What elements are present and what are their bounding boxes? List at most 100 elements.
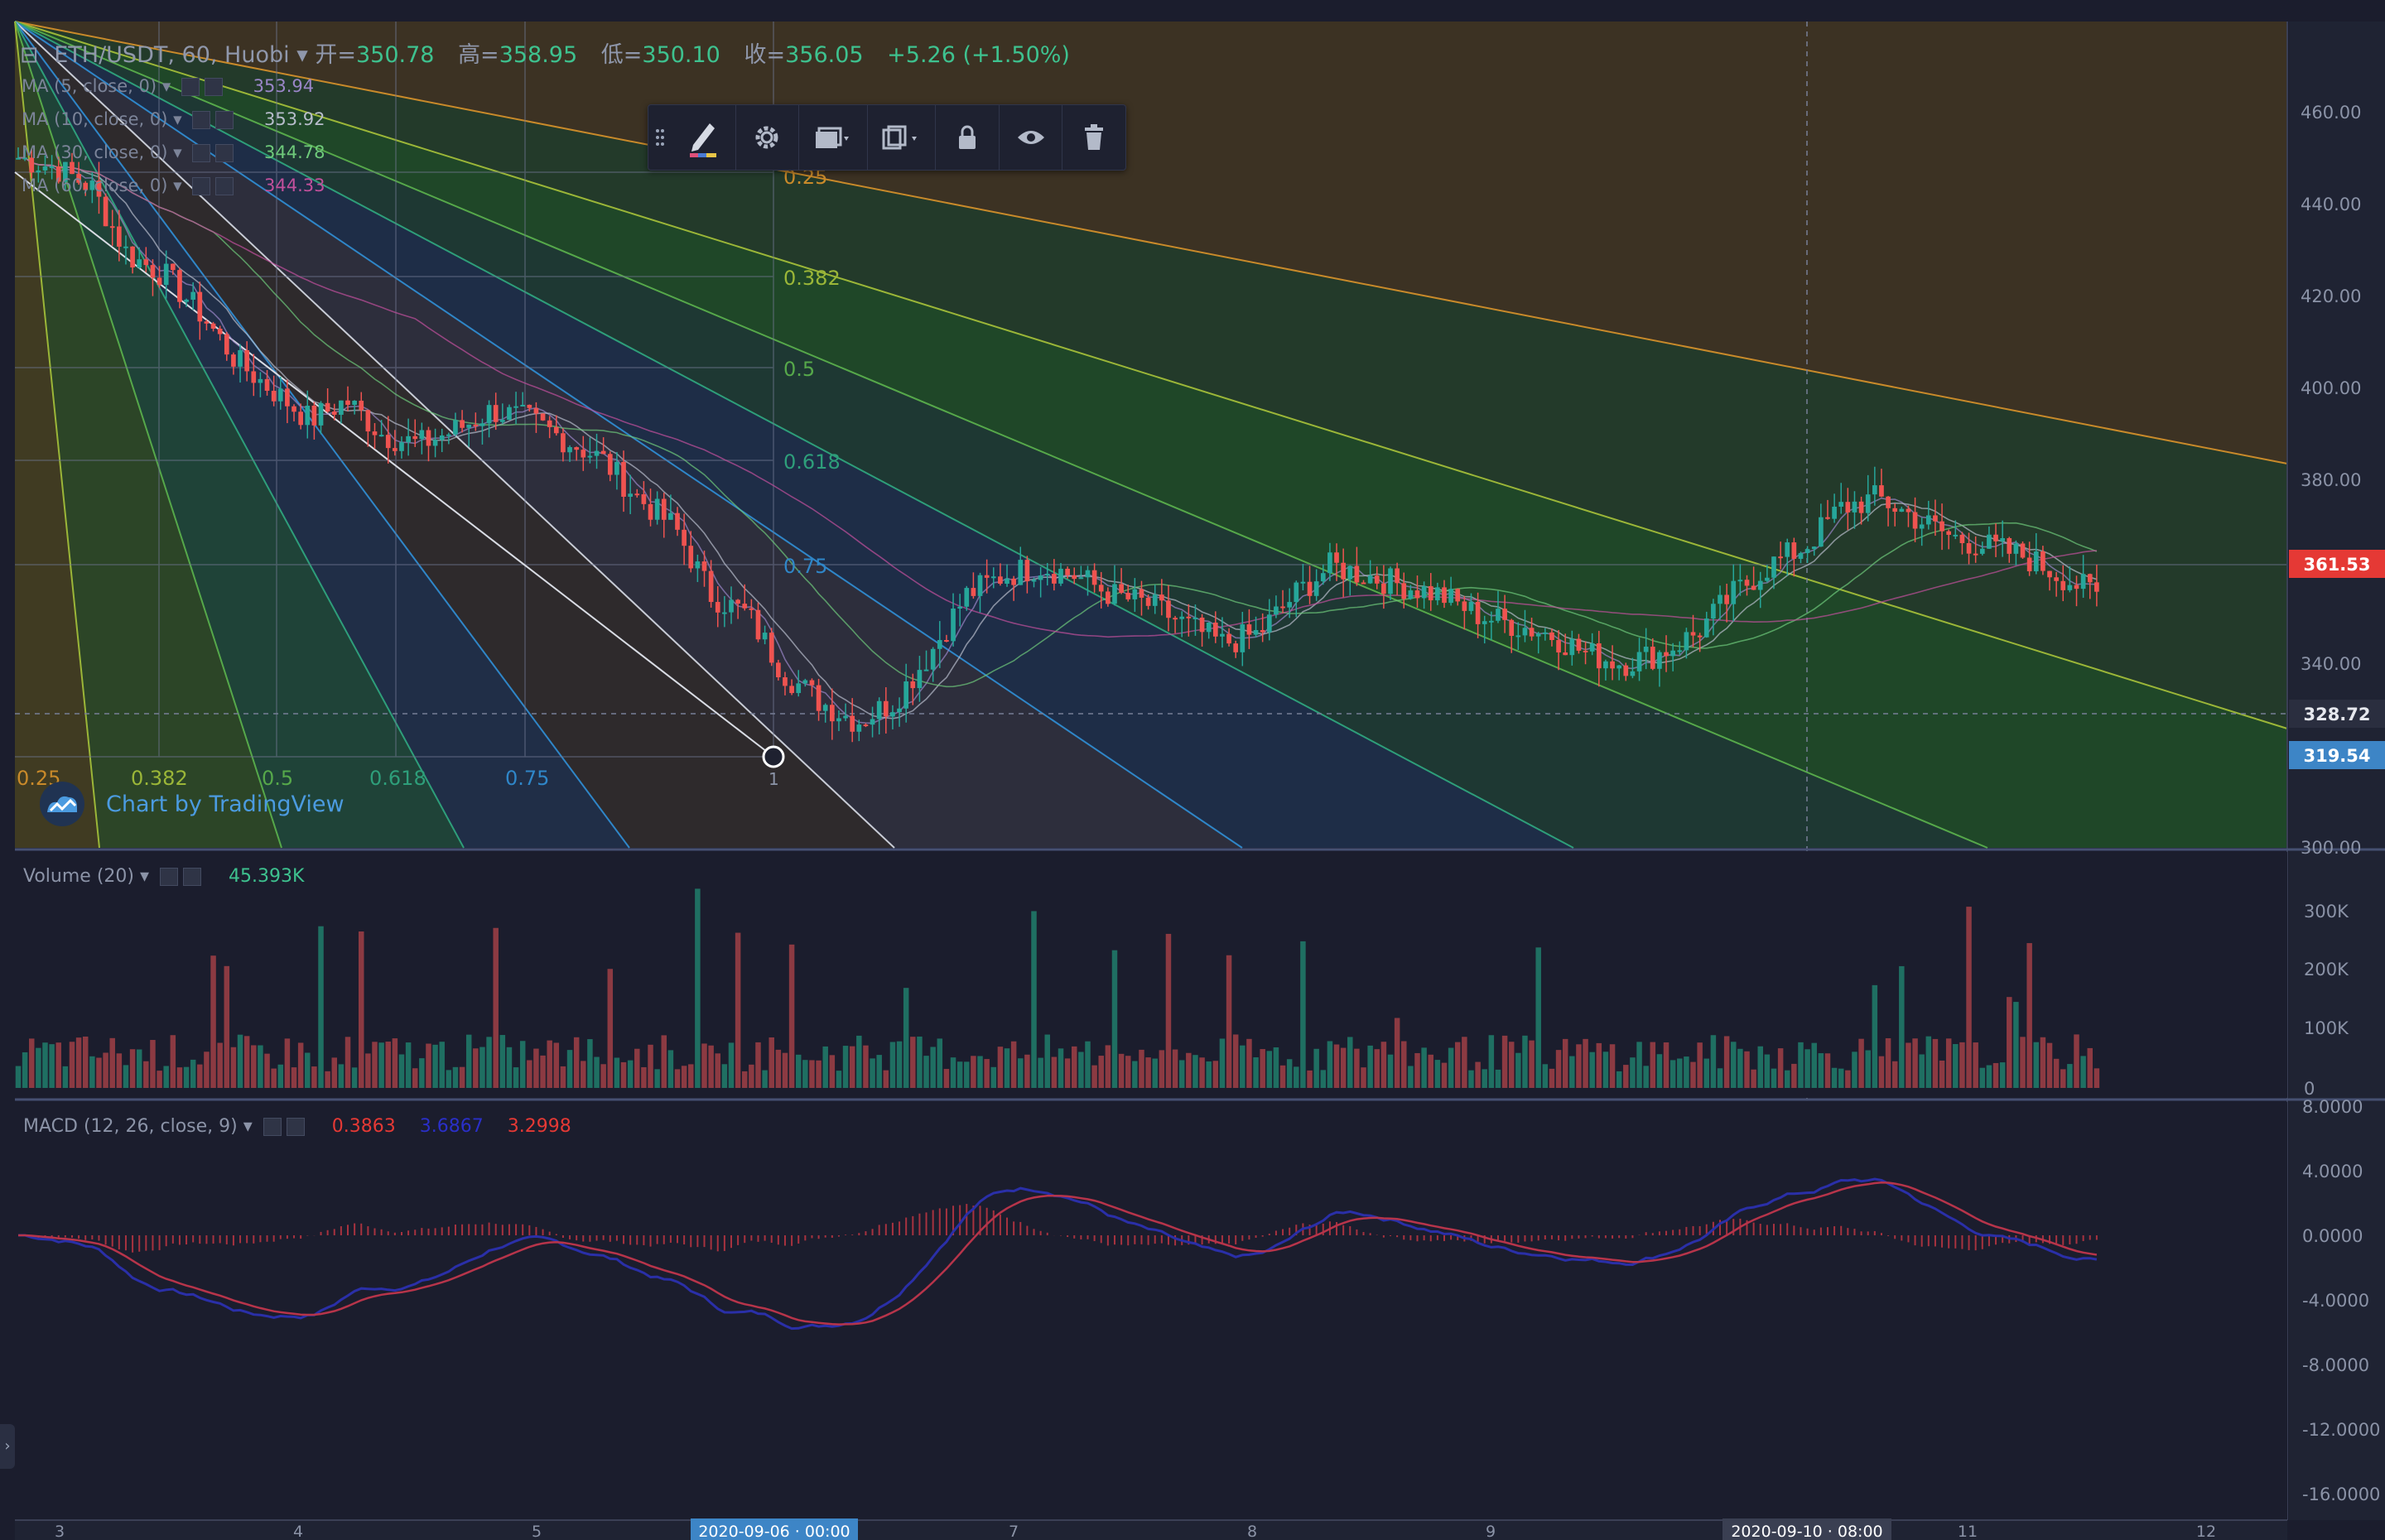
volume-tick: 100K [2304,1018,2349,1038]
price-axis[interactable] [2289,22,2385,1520]
candle [1804,546,1810,563]
chevron-down-icon[interactable]: ▾ [173,109,182,129]
time-axis-ticks: 3 4 5 7 8 9 11 12 [55,1523,2216,1540]
chevron-down-icon[interactable]: ▾ [296,42,316,68]
watermark-text[interactable]: Chart by TradingView [106,791,344,817]
volume-bar [1623,1065,1629,1088]
candle [621,450,626,513]
settings-icon[interactable] [192,144,211,162]
time-axis[interactable] [15,1520,2287,1540]
close-icon[interactable] [215,177,234,195]
settings-icon[interactable] [192,177,211,195]
volume-bar [176,1067,183,1088]
chevron-down-icon[interactable]: ▾ [139,866,150,887]
fib-anchor-label: 1 [768,769,779,789]
close-icon[interactable] [204,78,223,96]
study-label[interactable]: MA (5, close, 0) [22,76,157,96]
study-label[interactable]: MA (10, close, 0) [22,109,168,129]
volume-bar [721,1064,728,1088]
study-label[interactable]: MA (30, close, 0) [22,142,168,162]
candle [1240,611,1246,667]
chevron-down-icon[interactable]: ▾ [173,142,182,162]
candle [1294,580,1299,618]
candle [499,403,505,424]
chevron-down-icon[interactable]: ▾ [161,76,171,96]
settings-icon[interactable] [160,868,179,886]
close-icon[interactable] [286,1118,305,1136]
study-label[interactable]: MA (60, close, 0) [22,176,168,195]
candle [1690,614,1696,647]
close-icon[interactable] [215,144,234,162]
candle [2094,564,2099,607]
study-legend-ma10[interactable]: MA (10, close, 0) ▾ 353.92 [22,109,325,129]
candle [1825,499,1830,520]
candle [1845,488,1851,531]
gear-icon[interactable] [736,105,800,170]
candle [1038,566,1043,598]
candle [231,352,236,375]
candle [49,155,55,180]
candle [1125,585,1131,602]
macd-legend[interactable]: MACD (12, 26, close, 9) ▾ 0.3863 3.6867 … [23,1116,571,1137]
volume-bar [116,1053,123,1088]
copy-icon[interactable] [868,105,937,170]
drawing-floating-toolbar[interactable] [648,104,1126,171]
candle [244,341,250,382]
settings-icon[interactable] [192,111,211,129]
volume-bar [1865,1050,1871,1088]
close-icon[interactable] [183,868,202,886]
candle [574,446,580,461]
fib-level-label: 0.382 [783,267,841,290]
volume-bar [917,1036,923,1088]
drag-handle-icon[interactable] [648,105,671,170]
candle [1005,564,1009,587]
volume-bar [22,1052,28,1088]
collapse-icon[interactable]: ⊟ [20,42,39,68]
eye-icon[interactable] [1000,105,1063,170]
study-legend-ma30[interactable]: MA (30, close, 0) ▾ 344.78 [22,142,325,162]
candle [520,392,526,407]
layers-icon[interactable] [799,105,868,170]
volume-bar [788,944,795,1088]
chevron-down-icon[interactable]: ▾ [243,1116,253,1137]
tradingview-watermark[interactable]: Chart by TradingView [40,782,344,826]
volume-bar [971,1056,976,1088]
volume-bar [49,1044,55,1088]
volume-bar [2060,1069,2066,1088]
sidebar-toggle-button[interactable]: › [0,1424,15,1469]
volume-bar [977,1056,983,1088]
study-legend-ma5[interactable]: MA (5, close, 0) ▾ 353.94 [22,76,314,96]
candle [661,493,667,538]
pencil-icon[interactable] [671,105,736,170]
close-icon[interactable] [215,111,234,129]
volume-bar [795,1054,802,1088]
volume-bar [809,1060,815,1088]
chevron-down-icon[interactable]: ▾ [173,176,182,195]
drawing-anchor-handle[interactable] [762,745,785,768]
volume-label[interactable]: Volume (20) [23,866,134,887]
volume-bar [419,1058,425,1088]
study-legend-ma60[interactable]: MA (60, close, 0) ▾ 344.33 [22,176,325,195]
settings-icon[interactable] [181,78,200,96]
candle [527,404,532,412]
trash-icon[interactable] [1062,105,1125,170]
symbol-title[interactable]: ETH/USDT, 60, Huobi [54,42,290,68]
svg-text:2020-09-10 · 08:00: 2020-09-10 · 08:00 [1731,1523,1882,1540]
macd-pane[interactable] [15,1102,2287,1520]
volume-bar [136,1049,142,1088]
low-value: 350.10 [642,42,720,68]
volume-bar [109,1037,115,1088]
close-value: 356.05 [785,42,864,68]
volume-bar [829,1055,836,1088]
lock-icon[interactable] [936,105,1000,170]
candle [1838,483,1844,514]
volume-bar [1878,1056,1885,1088]
fib-fan-drawing[interactable] [14,21,2288,849]
volume-legend[interactable]: Volume (20) ▾ 45.393K [23,866,304,887]
volume-bar [28,1038,35,1088]
settings-icon[interactable] [263,1118,282,1136]
candle [1892,503,1898,527]
candle [903,663,909,723]
macd-label[interactable]: MACD (12, 26, close, 9) [23,1116,238,1137]
